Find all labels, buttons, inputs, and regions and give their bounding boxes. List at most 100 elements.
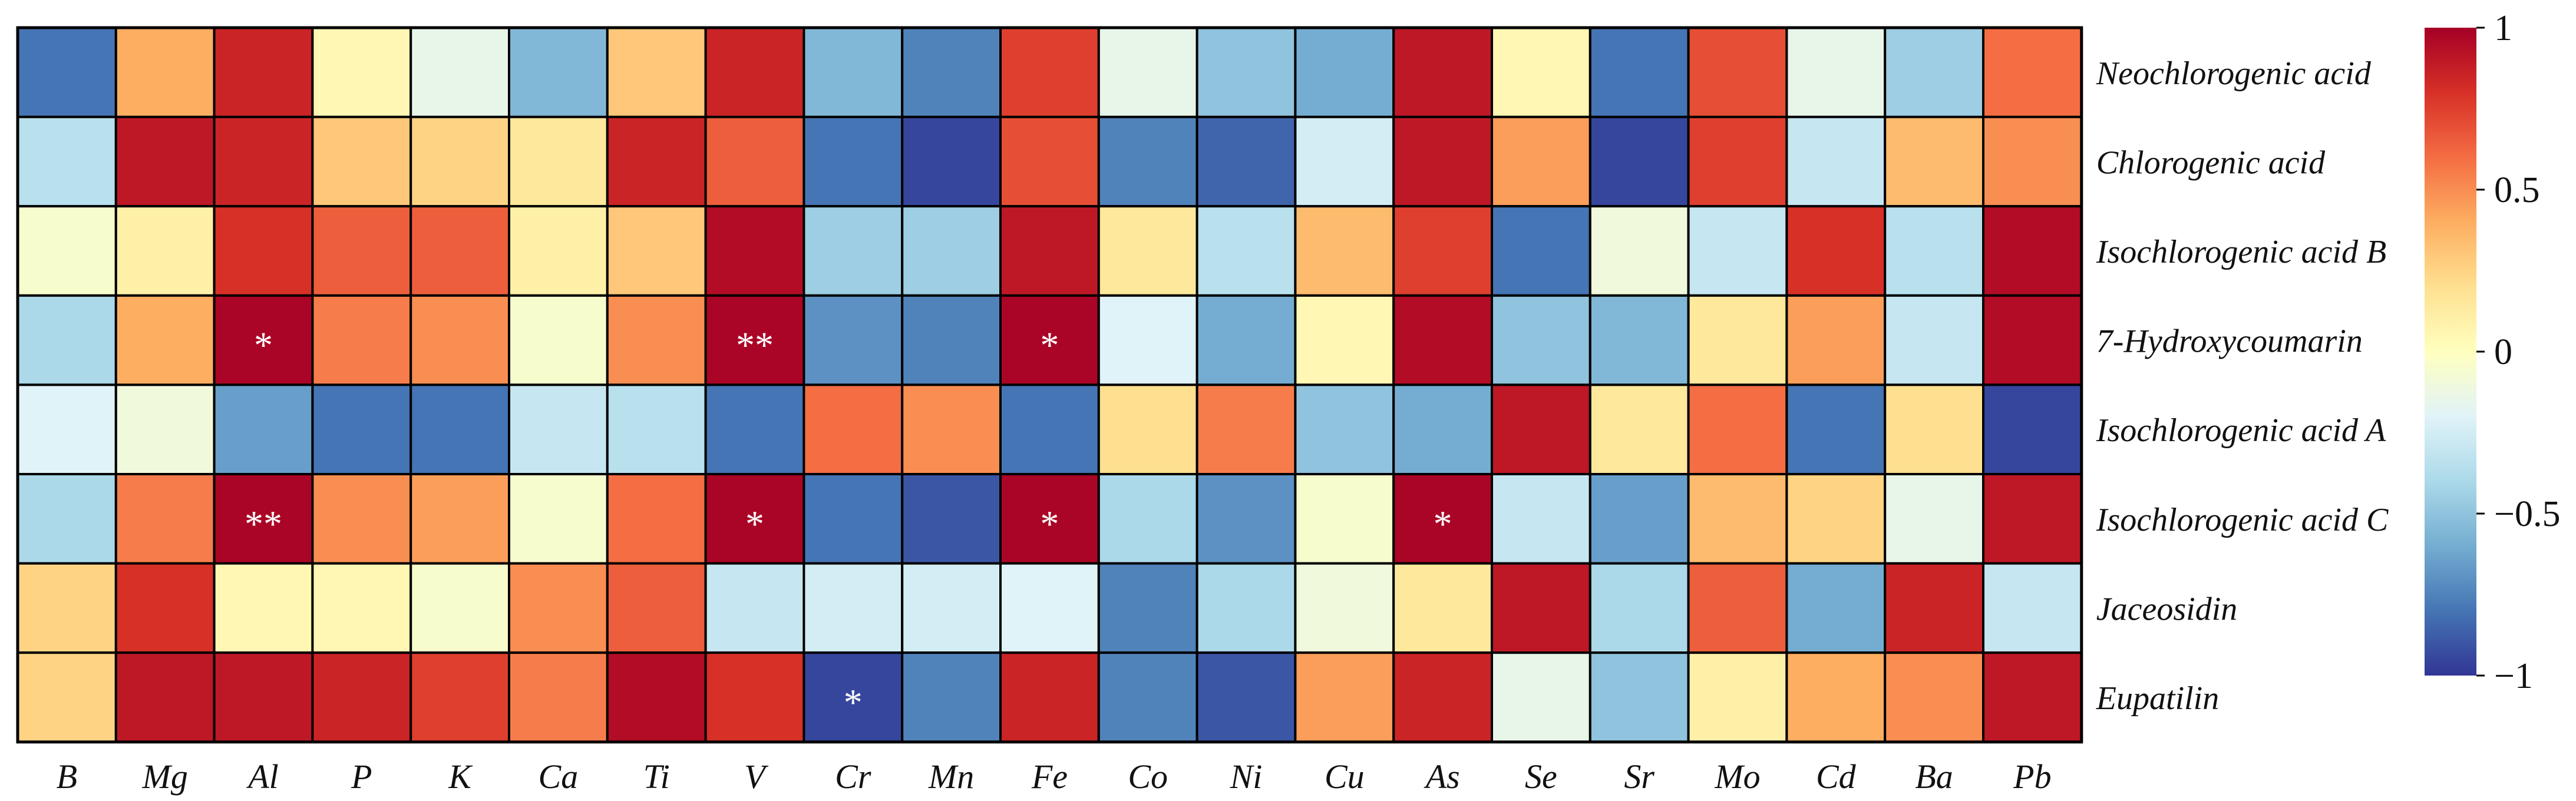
heatmap-cell (1588, 205, 1690, 297)
heatmap-cell (1982, 115, 2083, 208)
column-label: Co (1128, 757, 1168, 796)
row-label: Chlorogenic acid (2096, 144, 2326, 181)
heatmap-cell (1982, 205, 2083, 297)
heatmap-cell (901, 27, 1002, 118)
heatmap-cell (508, 205, 609, 297)
heatmap-cell (1884, 205, 1984, 297)
heatmap-cell (1491, 294, 1591, 386)
heatmap-cell (999, 27, 1100, 118)
heatmap-cell (1588, 115, 1690, 208)
heatmap-cell (606, 651, 707, 743)
heatmap-cell (802, 473, 904, 565)
heatmap-cell (311, 383, 412, 476)
significance-mark: * (745, 503, 764, 545)
heatmap-cell (802, 651, 904, 743)
heatmap-cell (409, 651, 511, 743)
heatmap-cell (1097, 383, 1198, 476)
significance-mark: * (1040, 503, 1059, 545)
heatmap-cell (1097, 651, 1198, 743)
column-labels: B Mg Al P K Ca Ti V Cr Mn Fe Co Ni Cu As Se Sr Mo Cd Ba Pb (57, 757, 2052, 796)
heatmap-cell (213, 651, 314, 743)
heatmap-cell (213, 27, 314, 118)
heatmap-cell (1785, 115, 1887, 208)
heatmap-cell (1097, 473, 1198, 565)
heatmap-cell (901, 562, 1002, 654)
heatmap-cell (999, 651, 1100, 743)
row-label: Jaceosidin (2096, 591, 2237, 627)
heatmap-cell (999, 562, 1100, 654)
heatmap-cell (1588, 651, 1690, 743)
heatmap-cell (901, 383, 1002, 476)
heatmap-cell (16, 205, 117, 297)
heatmap-cell (1785, 294, 1887, 386)
heatmap-cell (606, 27, 707, 118)
heatmap-cell (606, 294, 707, 386)
colorbar-tick-label: 0.5 (2494, 170, 2540, 210)
heatmap-cell (606, 562, 707, 654)
heatmap-cell (1982, 383, 2083, 476)
heatmap-cell (1785, 383, 1887, 476)
heatmap-cell (1588, 562, 1690, 654)
column-label: Mo (1714, 757, 1760, 796)
heatmap-cell (1294, 294, 1395, 386)
heatmap-cell (1097, 205, 1198, 297)
heatmap-cell (802, 205, 904, 297)
heatmap-cell (1294, 205, 1395, 297)
heatmap-cell (114, 651, 216, 743)
heatmap-cell (409, 294, 511, 386)
heatmap-cell (508, 473, 609, 565)
heatmap-cell (114, 115, 216, 208)
heatmap-cell (311, 115, 412, 208)
heatmap-cell (311, 294, 412, 386)
column-label: Ti (643, 757, 670, 796)
heatmap-cell (1491, 205, 1591, 297)
column-label: Al (246, 757, 279, 796)
heatmap-cell (1884, 27, 1984, 118)
column-label: V (744, 757, 769, 796)
significance-mark: * (254, 325, 273, 366)
row-label: Eupatilin (2096, 680, 2219, 717)
colorbar-tick-label: 0 (2494, 332, 2512, 372)
heatmap-cell (409, 473, 511, 565)
column-label: As (1424, 757, 1460, 796)
heatmap-cell (508, 27, 609, 118)
heatmap-cell (1294, 27, 1395, 118)
heatmap-cell (704, 115, 805, 208)
heatmap-cell (1687, 562, 1788, 654)
heatmap-cell (1884, 473, 1984, 565)
heatmap-cell (1491, 473, 1591, 565)
heatmap-cell (999, 115, 1100, 208)
heatmap-cell (606, 205, 707, 297)
heatmap-cell (901, 115, 1002, 208)
heatmap-cell (508, 294, 609, 386)
heatmap-cell (1195, 294, 1297, 386)
heatmap-cell (1392, 294, 1493, 386)
heatmap-cell (1294, 115, 1395, 208)
heatmap-cell (213, 383, 314, 476)
heatmap-cell (999, 205, 1100, 297)
heatmap-cell (1785, 27, 1887, 118)
heatmap-cell (606, 473, 707, 565)
heatmap-cell (802, 27, 904, 118)
row-labels: Neochlorogenic acid Chlorogenic acid Isoch… (2096, 55, 2389, 717)
heatmap-cell (1687, 294, 1788, 386)
colorbar: 1 0.5 0 −0.5 −1 (2425, 8, 2560, 696)
heatmap-cell (16, 562, 117, 654)
row-label: Isochlorogenic acid C (2096, 502, 2389, 538)
heatmap-cell (1884, 383, 1984, 476)
heatmap-cell (1588, 294, 1690, 386)
heatmap-cell (901, 205, 1002, 297)
heatmap-cell (1687, 205, 1788, 297)
heatmap-cell (114, 27, 216, 118)
heatmap-cell (1982, 473, 2083, 565)
heatmap-cell (802, 115, 904, 208)
heatmap-cell (802, 294, 904, 386)
heatmap-cell (802, 383, 904, 476)
significance-mark: * (844, 681, 863, 723)
heatmap-cell (1884, 651, 1984, 743)
heatmap-cell (1491, 115, 1591, 208)
heatmap-cell (1097, 27, 1198, 118)
heatmap-cell (1982, 651, 2083, 743)
heatmap-cell (409, 383, 511, 476)
row-label: Isochlorogenic acid A (2096, 412, 2386, 449)
